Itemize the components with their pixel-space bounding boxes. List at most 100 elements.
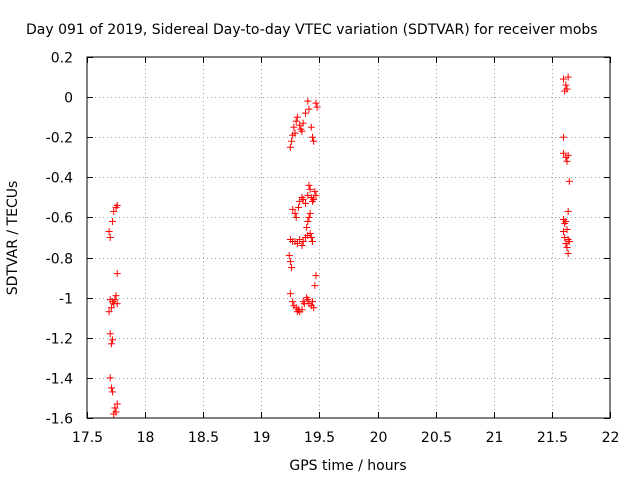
data-point — [301, 199, 309, 207]
data-point — [310, 137, 318, 145]
data-point — [112, 292, 120, 300]
data-point — [291, 209, 299, 217]
data-point — [106, 234, 114, 241]
data-point — [306, 209, 314, 217]
data-point — [293, 113, 301, 121]
x-tick-label: 21.5 — [537, 430, 568, 446]
data-point — [113, 300, 121, 308]
data-point — [301, 109, 309, 117]
data-point — [105, 227, 113, 235]
data-point — [303, 223, 311, 231]
x-axis-label: GPS time / hours — [289, 458, 406, 474]
data-point — [304, 97, 312, 105]
data-point — [307, 123, 315, 131]
data-point — [562, 217, 570, 225]
data-point — [295, 306, 303, 314]
ticks — [87, 57, 611, 419]
data-point — [299, 298, 307, 306]
data-point — [563, 244, 571, 252]
x-tick-label: 20 — [370, 430, 388, 446]
data-point — [289, 205, 297, 213]
x-tick-label: 18 — [137, 430, 155, 446]
data-point — [299, 238, 307, 246]
data-point — [308, 133, 316, 141]
data-point — [109, 217, 117, 225]
data-point — [560, 75, 568, 83]
data-point — [298, 127, 306, 135]
data-point — [560, 149, 568, 157]
data-point — [562, 81, 570, 89]
y-tick-label: 0.2 — [51, 51, 73, 67]
data-point — [304, 296, 312, 304]
data-point — [564, 151, 572, 159]
data-point — [560, 133, 568, 141]
data-point — [564, 250, 572, 258]
data-point — [311, 282, 319, 290]
data-points — [105, 73, 573, 418]
data-point — [288, 264, 296, 272]
x-tick-labels: 17.5 18 18.5 19 19.5 20 20.5 21 21.5 22 — [72, 430, 620, 446]
data-point — [286, 258, 294, 266]
data-point — [289, 298, 297, 306]
data-point — [288, 137, 296, 145]
data-point — [113, 201, 121, 209]
data-point — [312, 99, 320, 107]
data-point — [305, 105, 313, 113]
data-point — [106, 374, 114, 382]
data-point — [306, 229, 314, 237]
data-point — [106, 330, 114, 338]
data-point — [298, 242, 306, 250]
data-point — [105, 308, 113, 316]
data-point — [565, 238, 573, 246]
data-point — [312, 272, 320, 280]
data-point — [310, 304, 318, 312]
data-point — [305, 181, 313, 189]
data-point — [295, 203, 303, 211]
data-point — [286, 143, 294, 151]
data-point — [564, 207, 572, 215]
data-point — [113, 270, 121, 278]
y-tick-label: -0.8 — [46, 252, 73, 268]
data-point — [109, 388, 117, 396]
data-point — [307, 234, 315, 241]
y-tick-label: -1.2 — [46, 332, 73, 348]
x-tick-label: 20.5 — [421, 430, 452, 446]
y-tick-label: -1.4 — [46, 372, 73, 388]
x-tick-label: 19 — [253, 430, 271, 446]
y-tick-label: -1 — [59, 292, 73, 308]
data-point — [113, 400, 121, 408]
data-point — [312, 191, 320, 199]
data-point — [107, 340, 115, 348]
data-point — [304, 217, 312, 225]
data-point — [107, 384, 115, 392]
data-point — [560, 227, 568, 235]
data-point — [292, 213, 300, 221]
x-tick-label: 18.5 — [188, 430, 219, 446]
data-point — [286, 290, 294, 298]
data-point — [109, 336, 117, 344]
y-tick-labels: 0.2 0 -0.2 -0.4 -0.6 -0.8 -1 -1.2 -1.4 -1.6 — [46, 51, 73, 428]
y-tick-label: -0.6 — [46, 211, 73, 227]
x-tick-label: 19.5 — [304, 430, 335, 446]
y-axis-label: SDTVAR / TECUs — [5, 181, 21, 296]
data-point — [293, 240, 301, 248]
data-point — [290, 123, 298, 131]
data-point — [291, 129, 299, 137]
x-tick-label: 22 — [602, 430, 620, 446]
chart-title: Day 091 of 2019, Sidereal Day-to-day VTE… — [26, 22, 598, 38]
data-point — [565, 177, 573, 185]
data-point — [107, 304, 115, 312]
data-point — [299, 119, 307, 127]
data-point — [111, 404, 119, 412]
grid — [87, 57, 610, 418]
y-tick-label: -1.6 — [46, 412, 73, 428]
data-point — [292, 117, 300, 125]
data-point — [285, 252, 293, 260]
x-tick-label: 21 — [486, 430, 504, 446]
data-point — [111, 296, 119, 304]
plot-frame — [86, 56, 611, 419]
data-point — [110, 410, 118, 418]
y-tick-label: -0.2 — [46, 131, 73, 147]
data-point — [311, 187, 319, 195]
